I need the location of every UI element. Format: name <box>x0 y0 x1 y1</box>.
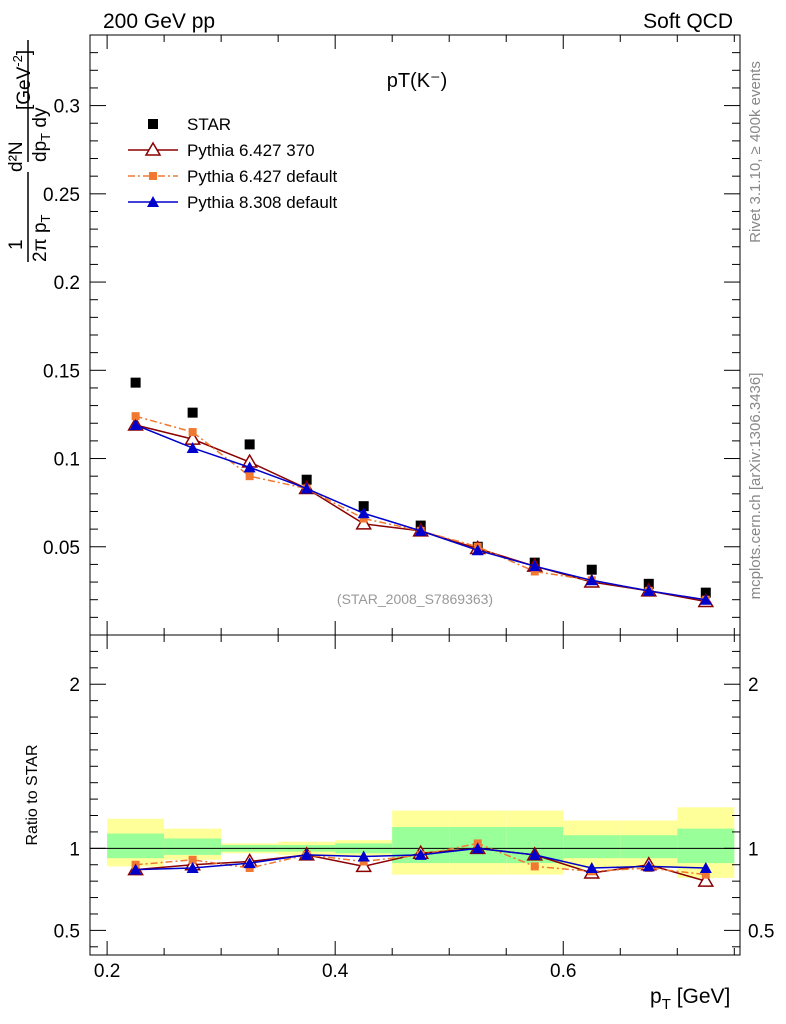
ratio-point-pythia-6-427-370-10 <box>697 872 715 887</box>
chart-title: pT(K⁻) <box>387 70 448 92</box>
legend-label-pythia-8-308-default: Pythia 8.308 default <box>187 193 338 212</box>
header-left: 200 GeV pp <box>103 10 215 33</box>
main-y-tick-label-2: 0.15 <box>43 361 80 382</box>
x-tick-label-1: 0.4 <box>322 961 349 982</box>
main-point-pythia-8-308-default-4 <box>357 507 370 519</box>
ratio-point-pythia-8-308-default-5 <box>414 848 427 860</box>
main-y-tick-label-1: 0.1 <box>54 450 80 471</box>
legend-marker-pythia-6-427-370 <box>144 141 162 156</box>
main-line-pythia-6-427-default <box>135 415 706 601</box>
main-y-tick-label-0: 0.05 <box>43 538 80 559</box>
main-point-pythia-8-308-default-2 <box>243 461 256 473</box>
main-point-star-0 <box>130 377 141 388</box>
main-point-pythia-8-308-default-0 <box>129 419 142 430</box>
main-line-pythia-6-427-370 <box>135 424 706 603</box>
svg-text:1: 1 <box>6 239 27 250</box>
ratio-point-pythia-8-308-default-2 <box>243 857 256 869</box>
main-y-axis-label: 1 2π pT d²N dpT dy [GeV-2] <box>6 40 53 262</box>
ratio-y-tick-label-left-0: 0.5 <box>54 921 80 942</box>
svg-text:pT [GeV]: pT [GeV] <box>650 985 730 1013</box>
main-point-pythia-6-427-default-4 <box>359 514 368 523</box>
main-point-pythia-8-308-default-9 <box>642 584 655 596</box>
ratio-point-pythia-6-427-default-7 <box>530 862 539 871</box>
legend-marker-star <box>148 119 158 129</box>
main-panel-marks <box>127 377 715 608</box>
rivet-label: Rivet 3.1.10, ≥ 400k events <box>747 61 764 243</box>
x-tick-label-2: 0.6 <box>550 961 576 982</box>
header-right: Soft QCD <box>643 10 733 33</box>
main-point-pythia-8-308-default-6 <box>471 544 484 556</box>
ratio-point-pythia-8-308-default-3 <box>300 848 313 860</box>
ratio-y-axis-label: Ratio to STAR <box>24 744 41 845</box>
main-point-pythia-8-308-default-7 <box>528 560 541 572</box>
green-band-1 <box>164 838 222 855</box>
ratio-point-pythia-6-427-default-1 <box>188 855 197 864</box>
main-point-star-2 <box>244 439 255 450</box>
green-band-0 <box>107 833 165 859</box>
mcplots-label: mcplots.cern.ch [arXiv:1306.3436] <box>747 373 764 600</box>
green-band-8 <box>563 835 621 859</box>
ratio-y-tick-label-right-0: 0.5 <box>748 921 774 942</box>
main-y-tick-label-4: 0.25 <box>43 185 80 206</box>
x-axis-label: pT [GeV] <box>650 985 730 1013</box>
ratio-y-tick-label-right-1: 1 <box>748 839 759 860</box>
main-point-pythia-6-427-default-2 <box>245 472 254 481</box>
main-point-star-4 <box>358 501 369 512</box>
x-tick-label-0: 0.2 <box>94 961 120 982</box>
reference-id: (STAR_2008_S7869363) <box>337 591 493 607</box>
ratio-point-pythia-8-308-default-1 <box>186 862 199 874</box>
main-point-pythia-6-427-default-0 <box>131 412 140 421</box>
main-point-pythia-6-427-370-4 <box>355 515 372 530</box>
ratio-point-pythia-8-308-default-8 <box>585 862 598 874</box>
ratio-point-pythia-8-308-default-9 <box>642 860 655 872</box>
axes: 0.2 0.4 0.6 0.05 0.1 0.15 0.2 0.25 0.3 0.5 0.5 1 1 2 2 <box>43 34 774 982</box>
green-band-9 <box>620 835 678 859</box>
green-band-10 <box>677 828 735 864</box>
legend-label-pythia-6-427-370: Pythia 6.427 370 <box>187 141 315 160</box>
ratio-panel-marks <box>127 839 715 887</box>
main-point-pythia-6-427-default-1 <box>188 428 197 437</box>
ratio-point-pythia-8-308-default-6 <box>471 842 484 854</box>
main-point-pythia-8-308-default-5 <box>414 524 427 536</box>
ratio-y-tick-label-left-2: 2 <box>69 675 80 696</box>
main-y-tick-label-5: 0.3 <box>54 97 80 118</box>
ratio-point-pythia-8-308-default-10 <box>699 862 712 874</box>
ratio-point-pythia-8-308-default-4 <box>357 850 370 862</box>
main-point-star-1 <box>187 407 198 418</box>
main-point-star-10 <box>700 587 711 598</box>
svg-text:dpT dy: dpT dy <box>30 107 53 162</box>
main-point-pythia-8-308-default-8 <box>585 574 598 586</box>
ratio-y-tick-label-right-2: 2 <box>748 675 759 696</box>
svg-text:[GeV-2]: [GeV-2] <box>10 50 35 110</box>
ratio-panel-frame <box>89 634 741 956</box>
legend-marker-pythia-6-427-default <box>149 172 157 180</box>
legend: STAR Pythia 6.427 370 Pythia 6.427 default… <box>128 115 338 212</box>
main-point-star-8 <box>586 564 597 575</box>
main-point-pythia-8-308-default-10 <box>699 593 712 605</box>
legend-label-pythia-6-427-default: Pythia 6.427 default <box>187 167 338 186</box>
main-point-pythia-6-427-default-7 <box>530 567 539 576</box>
main-point-pythia-8-308-default-3 <box>300 482 313 494</box>
main-y-tick-label-3: 0.2 <box>54 273 80 294</box>
ratio-point-pythia-8-308-default-7 <box>528 848 541 860</box>
ratio-point-pythia-8-308-default-0 <box>129 863 142 875</box>
legend-marker-pythia-8-308-default <box>147 196 159 207</box>
svg-text:d²N: d²N <box>6 141 27 172</box>
legend-label-star: STAR <box>187 115 231 134</box>
ratio-y-tick-label-left-1: 1 <box>69 839 80 860</box>
ratio-point-pythia-6-427-default-10 <box>701 870 710 879</box>
main-point-star-3 <box>301 474 312 485</box>
main-point-pythia-8-308-default-1 <box>186 441 199 453</box>
svg-text:2π pT: 2π pT <box>30 214 53 262</box>
